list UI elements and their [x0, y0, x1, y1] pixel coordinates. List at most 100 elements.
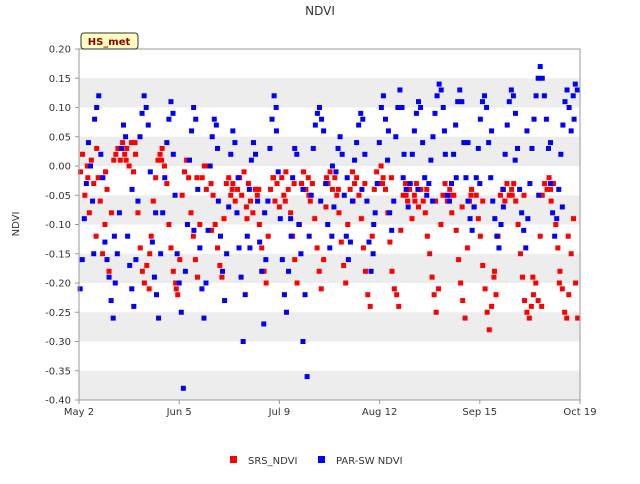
srs-ndvi-point: [80, 151, 86, 157]
par-sw-ndvi-point: [484, 105, 490, 110]
srs-ndvi-point: [427, 251, 433, 257]
srs-ndvi-point: [506, 192, 512, 198]
par-sw-ndvi-point: [407, 181, 413, 187]
srs-ndvi-point: [515, 222, 521, 227]
par-sw-ndvi-point: [387, 210, 393, 216]
srs-ndvi-point: [103, 169, 109, 175]
par-sw-ndvi-point: [290, 175, 296, 181]
par-sw-ndvi-point: [156, 315, 162, 321]
srs-ndvi-point: [135, 210, 141, 216]
grid-band: [79, 253, 580, 283]
par-sw-ndvi-point: [145, 122, 151, 128]
par-sw-ndvi-point: [512, 157, 518, 163]
par-sw-ndvi-point: [413, 110, 419, 116]
srs-ndvi-point: [442, 181, 448, 187]
srs-ndvi-point: [365, 292, 371, 298]
par-sw-ndvi-point: [147, 169, 153, 175]
par-sw-ndvi-point: [253, 151, 259, 157]
par-sw-ndvi-point: [376, 140, 382, 146]
par-sw-ndvi-point: [240, 339, 246, 344]
srs-ndvi-point: [451, 192, 457, 198]
srs-ndvi-point: [456, 257, 462, 263]
srs-ndvi-point: [168, 245, 174, 251]
par-sw-ndvi-point: [149, 239, 155, 245]
srs-ndvi-point: [179, 192, 185, 198]
y-tick-label: -0.20: [45, 279, 71, 290]
srs-ndvi-point: [268, 186, 274, 192]
par-sw-ndvi-point: [329, 233, 335, 239]
srs-ndvi-point: [489, 303, 495, 309]
par-sw-ndvi-point: [515, 145, 521, 151]
par-sw-ndvi-point: [337, 134, 343, 140]
par-sw-ndvi-point: [111, 233, 117, 239]
srs-ndvi-point: [535, 298, 541, 304]
y-tick-label: -0.15: [45, 249, 71, 260]
srs-ndvi-point: [502, 198, 508, 204]
srs-ndvi-point: [521, 192, 527, 198]
par-sw-ndvi-point: [517, 186, 523, 192]
par-sw-ndvi-point: [220, 268, 226, 274]
par-sw-ndvi-point: [490, 198, 496, 204]
srs-ndvi-point: [369, 233, 375, 239]
par-sw-ndvi-point: [180, 385, 186, 391]
par-sw-ndvi-point: [424, 192, 430, 198]
srs-ndvi-point: [522, 298, 528, 304]
srs-ndvi-point: [131, 169, 137, 175]
srs-ndvi-point: [418, 186, 424, 192]
par-sw-ndvi-point: [329, 163, 335, 169]
srs-ndvi-point: [245, 181, 251, 187]
srs-ndvi-point: [276, 204, 282, 210]
par-sw-ndvi-point: [570, 93, 576, 99]
par-sw-ndvi-point: [327, 245, 333, 251]
par-sw-ndvi-point: [273, 128, 279, 134]
srs-ndvi-point: [482, 286, 488, 292]
srs-ndvi-point: [215, 245, 221, 251]
srs-ndvi-point: [424, 233, 430, 239]
srs-ndvi-point: [380, 181, 386, 187]
par-sw-ndvi-point: [486, 140, 492, 146]
srs-ndvi-point: [391, 286, 397, 292]
srs-ndvi-point: [146, 286, 152, 292]
srs-ndvi-point: [93, 233, 99, 239]
par-sw-ndvi-point: [475, 145, 481, 151]
srs-ndvi-point: [360, 245, 366, 251]
y-tick-label: 0.15: [49, 74, 71, 85]
srs-ndvi-point: [436, 286, 442, 292]
srs-ndvi-point: [557, 268, 563, 274]
srs-ndvi-point: [190, 233, 196, 239]
srs-ndvi-point: [575, 315, 581, 321]
par-sw-ndvi-point: [467, 216, 473, 222]
par-sw-ndvi-point: [269, 116, 275, 122]
srs-ndvi-point: [398, 227, 404, 233]
srs-ndvi-point: [352, 181, 358, 187]
srs-ndvi-point: [274, 181, 280, 187]
par-sw-ndvi-point: [548, 181, 554, 187]
par-sw-ndvi-point: [552, 233, 558, 239]
par-sw-ndvi-point: [418, 105, 424, 110]
srs-ndvi-point: [411, 192, 417, 198]
par-sw-ndvi-point: [217, 233, 223, 239]
srs-ndvi-point: [104, 186, 110, 192]
par-sw-ndvi-point: [288, 216, 294, 222]
srs-ndvi-point: [323, 204, 329, 210]
par-sw-ndvi-point: [189, 128, 195, 134]
plot-frame: [78, 48, 581, 401]
srs-ndvi-point: [511, 181, 517, 187]
srs-ndvi-point: [223, 181, 229, 187]
srs-ndvi-point: [139, 268, 145, 274]
par-sw-ndvi-point: [129, 286, 135, 292]
par-sw-ndvi-point: [366, 239, 372, 245]
srs-ndvi-point: [433, 309, 439, 315]
srs-ndvi-point: [159, 157, 165, 163]
srs-ndvi-point: [301, 169, 307, 175]
srs-ndvi-point: [309, 181, 315, 187]
par-sw-ndvi-point: [523, 245, 529, 251]
srs-ndvi-point: [318, 286, 324, 292]
srs-ndvi-point: [550, 181, 556, 187]
par-sw-ndvi-point: [432, 110, 438, 116]
srs-ndvi-point: [203, 186, 209, 192]
srs-ndvi-point: [431, 292, 437, 298]
srs-ndvi-point: [389, 268, 395, 274]
srs-ndvi-point: [194, 175, 200, 181]
par-sw-ndvi-point: [512, 110, 518, 116]
